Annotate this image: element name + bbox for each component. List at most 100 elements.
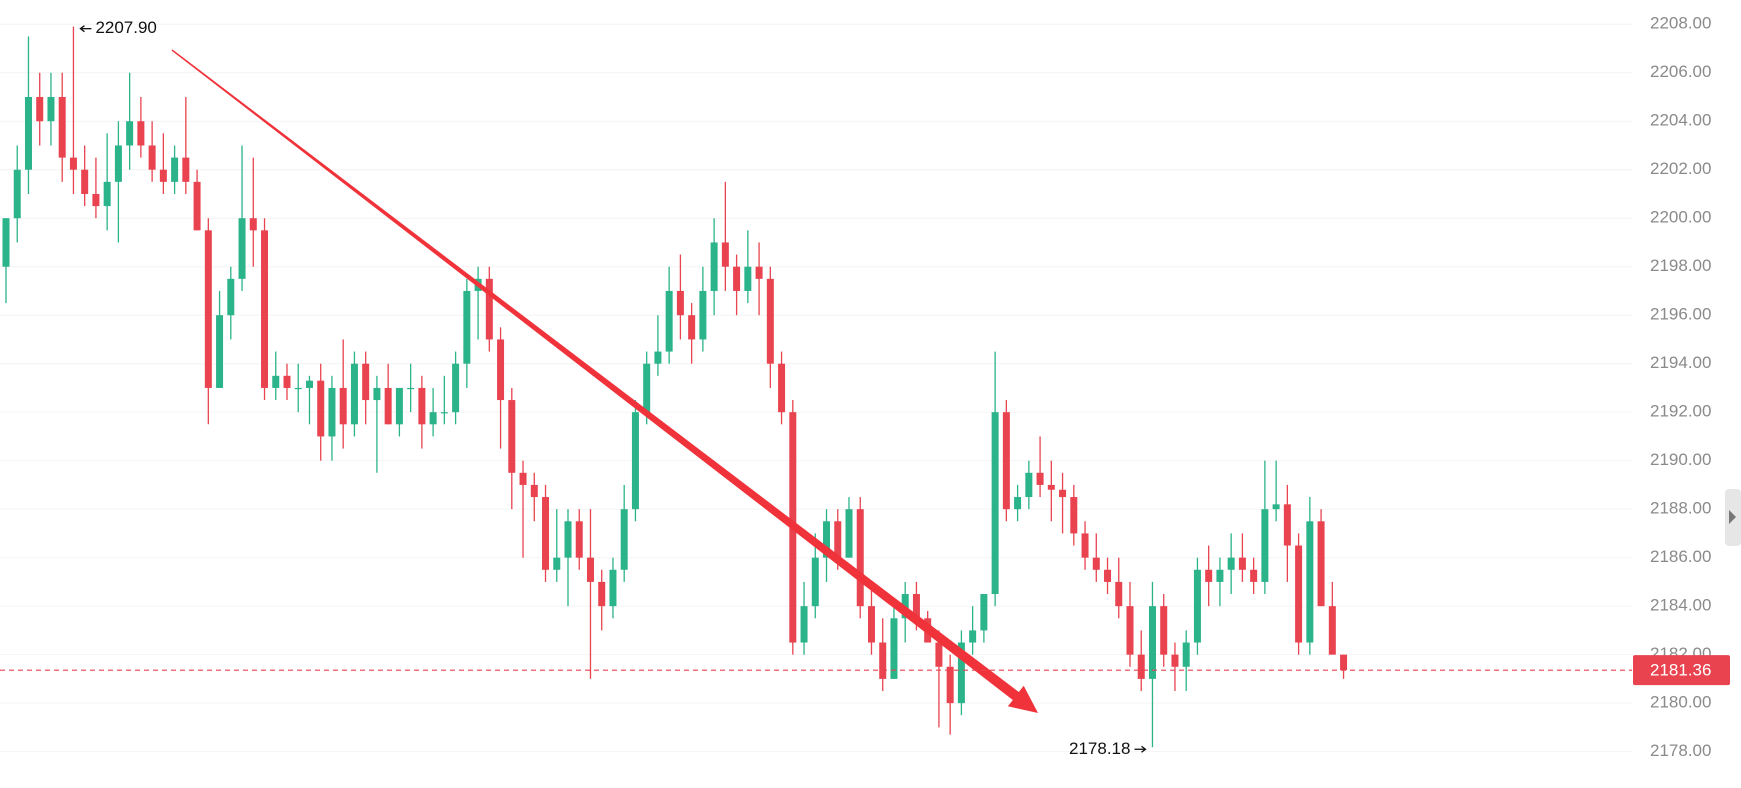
high-marker-arrowhead [79, 25, 85, 33]
last-price-label: 2181.36 [1650, 661, 1711, 680]
candle-body [1115, 581, 1123, 607]
candle-body [1283, 504, 1291, 546]
candle-body [609, 569, 617, 607]
y-tick-label: 2178.00 [1650, 741, 1711, 760]
candle-body [744, 266, 752, 291]
candle-body [1081, 533, 1089, 558]
y-tick-label: 2188.00 [1650, 499, 1711, 518]
candle-body [1193, 569, 1201, 643]
candle-body [1126, 606, 1134, 655]
candle-body [733, 266, 741, 291]
candle-body [1340, 654, 1348, 671]
candle-body [542, 497, 550, 570]
candle-body [58, 96, 66, 158]
candle-body [92, 193, 100, 207]
candle-body [1205, 569, 1213, 582]
candle-body [1092, 557, 1100, 570]
candle-body [890, 618, 898, 679]
candle-body [339, 387, 347, 425]
candle-body [1104, 569, 1112, 582]
candle-body [1025, 472, 1033, 498]
candle-body [823, 521, 831, 558]
candle-body [1295, 545, 1303, 643]
y-tick-label: 2196.00 [1650, 305, 1711, 324]
candle-body [272, 375, 280, 388]
candle-body [654, 351, 662, 364]
candle-body [676, 290, 684, 316]
candle-body [463, 290, 471, 364]
candle-body [1227, 557, 1235, 570]
candle-body [1250, 569, 1258, 582]
y-tick-label: 2180.00 [1650, 693, 1711, 712]
candles [2, 26, 1348, 748]
y-tick-label: 2190.00 [1650, 450, 1711, 469]
candle-body [485, 278, 493, 340]
candle-body [13, 169, 21, 219]
y-tick-label: 2200.00 [1650, 208, 1711, 227]
trend-arrow [171, 49, 1039, 713]
candle-body [553, 557, 561, 570]
candle-body [980, 594, 988, 631]
candle-body [452, 363, 460, 413]
candle-body [631, 412, 639, 510]
candle-body [834, 521, 842, 558]
candle-body [1148, 606, 1156, 679]
candle-body [575, 521, 583, 558]
candle-body [564, 521, 572, 558]
candle-body [879, 642, 887, 679]
candle-body [193, 181, 201, 231]
candle-body [1171, 654, 1179, 667]
candle-body [1002, 412, 1010, 510]
candle-body [81, 169, 89, 194]
candle-body [283, 375, 291, 388]
candle-body [103, 181, 111, 207]
candle-body [508, 400, 516, 473]
candle-body [159, 169, 167, 182]
candle-body [238, 218, 246, 279]
candle-body [328, 387, 336, 437]
candle-body [856, 509, 864, 607]
y-tick-label: 2184.00 [1650, 596, 1711, 615]
candle-body [47, 96, 55, 122]
y-tick-label: 2192.00 [1650, 402, 1711, 421]
candle-body [1272, 504, 1280, 510]
candle-body [497, 339, 505, 401]
candle-body [721, 242, 729, 267]
high-marker-label: 2207.90 [95, 18, 156, 37]
candle-body [586, 557, 594, 582]
y-tick-label: 2202.00 [1650, 159, 1711, 178]
candle-body [2, 218, 10, 267]
candle-body [1070, 497, 1078, 534]
candle-body [1160, 606, 1168, 655]
candle-body [1036, 472, 1044, 485]
candle-body [418, 387, 426, 425]
candle-body [912, 594, 920, 619]
candle-body [755, 266, 763, 279]
candle-body [36, 96, 44, 122]
candle-body [1328, 606, 1336, 655]
candle-body [530, 484, 538, 498]
candle-body [317, 380, 325, 437]
candle-body [137, 121, 145, 146]
candle-body [991, 412, 999, 595]
candle-body [800, 606, 808, 643]
candle-body [665, 290, 673, 352]
candle-body [845, 509, 853, 558]
candle-body [766, 278, 774, 364]
candle-body [261, 230, 269, 388]
candle-body [1047, 484, 1055, 490]
candle-body [620, 509, 628, 570]
y-tick-label: 2194.00 [1650, 353, 1711, 372]
y-tick-label: 2204.00 [1650, 111, 1711, 130]
candle-body [350, 363, 358, 425]
candle-body [114, 145, 122, 182]
low-marker-label: 2178.18 [1069, 739, 1130, 758]
handle-icon [1729, 510, 1736, 524]
candle-body [778, 363, 786, 413]
candle-body [519, 472, 527, 485]
candle-body [216, 315, 224, 388]
candle-body [1182, 642, 1190, 667]
candle-body [24, 96, 32, 170]
candle-body [1137, 654, 1145, 679]
